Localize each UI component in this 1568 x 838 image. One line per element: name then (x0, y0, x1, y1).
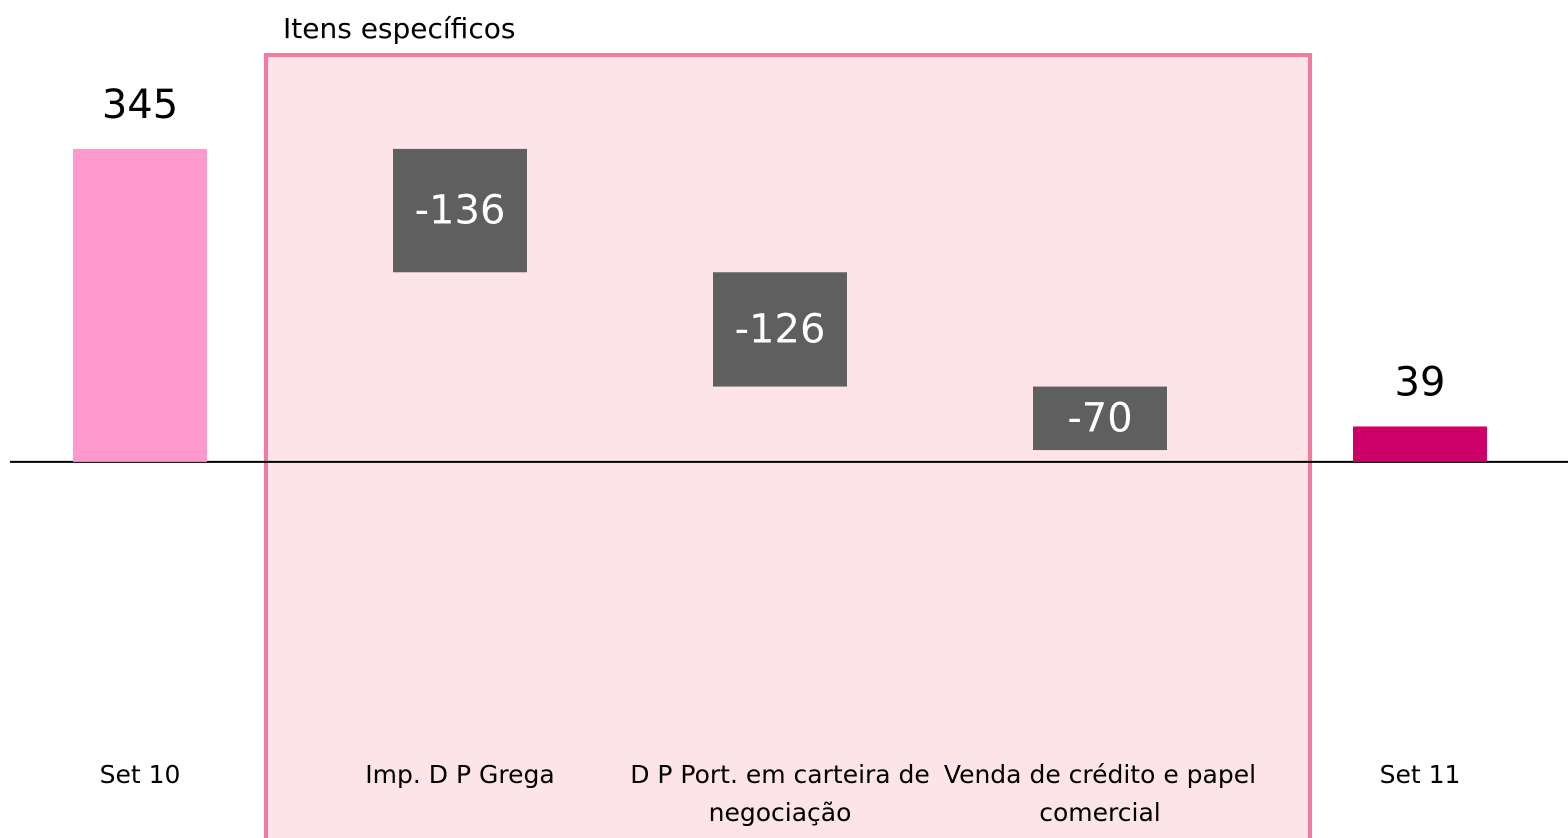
x-tick-label: Set 11 (1379, 760, 1461, 789)
value-label: 345 (102, 82, 178, 128)
bar (73, 148, 207, 462)
x-tick-label: Set 10 (99, 760, 181, 789)
x-tick-label: Venda de crédito e papel comercial (943, 760, 1257, 827)
bar (1353, 426, 1487, 462)
bar (713, 272, 847, 387)
value-label: 39 (1395, 359, 1446, 405)
x-tick-label: D P Port. em carteira de negociação (630, 760, 930, 827)
bar (1033, 386, 1167, 451)
annotation: Itens específicos (283, 12, 515, 45)
value-label: -136 (415, 188, 506, 234)
x-tick-label: Imp. D P Grega (365, 760, 555, 789)
value-label: -70 (1067, 395, 1132, 441)
value-label: -126 (735, 306, 826, 352)
bar (393, 148, 527, 273)
